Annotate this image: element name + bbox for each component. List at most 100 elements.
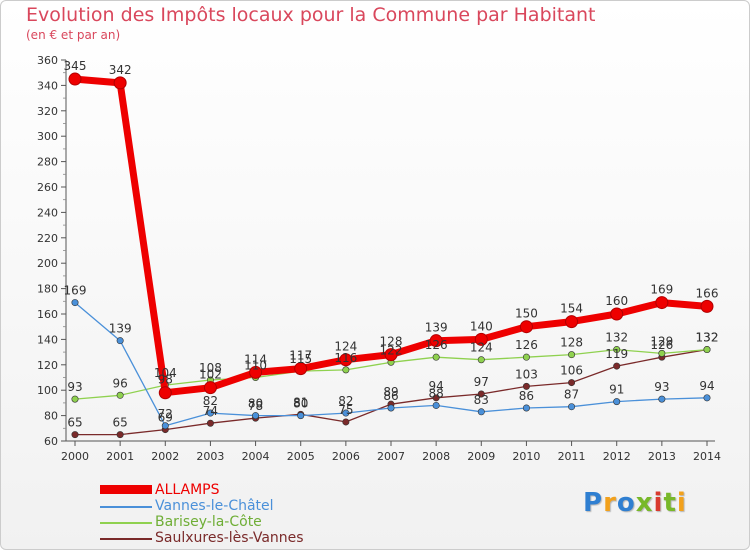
data-label-allamps: 154 <box>560 302 583 316</box>
data-label-barisey-la-cote: 126 <box>515 338 538 352</box>
data-label-vannes-le-chatel: 80 <box>293 397 308 411</box>
y-tick-label: 80 <box>44 410 58 423</box>
y-tick-label: 120 <box>37 359 58 372</box>
data-label-barisey-la-cote: 122 <box>380 343 403 357</box>
series-point-vannes-le-chatel <box>252 412 260 420</box>
legend-label-allamps: ALLAMPS <box>155 482 220 498</box>
series-point-barisey-la-cote <box>568 351 576 359</box>
series-point-vannes-le-chatel <box>297 412 305 420</box>
data-label-barisey-la-cote: 124 <box>470 341 493 355</box>
logo-letter: r <box>603 488 617 518</box>
series-point-barisey-la-cote <box>477 356 485 364</box>
data-label-saulxures-les-vannes: 103 <box>515 367 538 381</box>
series-point-vannes-le-chatel <box>522 404 530 412</box>
data-label-barisey-la-cote: 132 <box>605 331 628 345</box>
data-label-saulxures-les-vannes: 97 <box>474 375 489 389</box>
y-tick-label: 240 <box>37 206 58 219</box>
data-label-barisey-la-cote: 115 <box>289 352 312 366</box>
logo-letter: x <box>635 488 654 518</box>
x-tick-label: 2002 <box>151 450 179 463</box>
x-tick-label: 2004 <box>242 450 270 463</box>
data-label-allamps: 166 <box>696 286 719 300</box>
data-label-vannes-le-chatel: 72 <box>158 407 173 421</box>
x-tick-label: 2005 <box>287 450 315 463</box>
y-tick-label: 160 <box>37 308 58 321</box>
x-tick-label: 2010 <box>512 450 540 463</box>
data-label-barisey-la-cote: 132 <box>696 331 719 345</box>
y-tick-label: 100 <box>37 384 58 397</box>
series-point-vannes-le-chatel <box>613 398 621 406</box>
series-point-vannes-le-chatel <box>71 299 79 307</box>
series-point-barisey-la-cote <box>522 353 530 361</box>
data-label-allamps: 169 <box>650 283 673 297</box>
data-label-allamps: 128 <box>380 335 403 349</box>
series-point-allamps <box>655 296 669 310</box>
x-tick-label: 2007 <box>377 450 405 463</box>
x-tick-label: 2000 <box>61 450 89 463</box>
series-point-saulxures-les-vannes <box>613 362 621 370</box>
data-label-saulxures-les-vannes: 81 <box>293 395 308 409</box>
x-tick-label: 2012 <box>603 450 631 463</box>
series-point-barisey-la-cote <box>613 346 621 354</box>
data-label-allamps: 150 <box>515 307 538 321</box>
data-label-allamps: 117 <box>289 349 312 363</box>
series-point-allamps <box>519 320 533 334</box>
logo-letter: o <box>616 488 636 518</box>
legend-label-saulxures-les-vannes: Saulxures-lès-Vannes <box>155 530 304 546</box>
data-label-vannes-le-chatel: 91 <box>609 383 624 397</box>
x-tick-label: 2009 <box>467 450 495 463</box>
series-point-allamps <box>249 365 263 379</box>
series-point-vannes-le-chatel <box>116 337 124 345</box>
data-label-vannes-le-chatel: 80 <box>248 397 263 411</box>
data-label-saulxures-les-vannes: 132 <box>696 331 719 345</box>
series-point-allamps <box>203 381 217 395</box>
series-point-allamps <box>339 353 353 367</box>
data-label-vannes-le-chatel: 86 <box>383 389 398 403</box>
data-label-allamps: 124 <box>334 340 357 354</box>
data-label-vannes-le-chatel: 169 <box>64 284 87 298</box>
data-label-vannes-le-chatel: 82 <box>203 394 218 408</box>
legend-label-barisey-la-cote: Barisey-la-Côte <box>155 514 262 530</box>
x-tick-label: 2008 <box>422 450 450 463</box>
chart-title: Evolution des Impôts locaux pour la Comm… <box>26 4 596 26</box>
series-point-allamps <box>610 307 624 321</box>
series-point-vannes-le-chatel <box>206 409 214 417</box>
logo-letter: i <box>676 488 687 518</box>
y-tick-label: 60 <box>44 435 58 448</box>
logo-letter: i <box>653 488 664 518</box>
data-label-allamps: 102 <box>199 368 222 382</box>
data-label-allamps: 342 <box>109 63 132 77</box>
series-point-vannes-le-chatel <box>658 395 666 403</box>
data-label-vannes-le-chatel: 94 <box>699 379 714 393</box>
data-label-saulxures-les-vannes: 119 <box>605 347 628 361</box>
series-point-vannes-le-chatel <box>161 422 169 430</box>
data-label-barisey-la-cote: 93 <box>67 380 82 394</box>
series-point-vannes-le-chatel <box>342 409 350 417</box>
x-tick-label: 2003 <box>196 450 224 463</box>
data-label-vannes-le-chatel: 88 <box>429 386 444 400</box>
series-point-vannes-le-chatel <box>477 408 485 416</box>
series-point-barisey-la-cote <box>342 366 350 374</box>
logo-letter: P <box>583 488 604 518</box>
y-tick-label: 200 <box>37 257 58 270</box>
chart-subtitle: (en € et par an) <box>26 28 121 42</box>
data-label-allamps: 114 <box>244 352 267 366</box>
series-point-saulxures-les-vannes <box>206 419 214 427</box>
series-point-barisey-la-cote <box>658 349 666 357</box>
legend-label-vannes-le-chatel: Vannes-le-Châtel <box>155 498 274 514</box>
legend-swatch-saulxures-les-vannes <box>100 538 152 540</box>
y-tick-label: 180 <box>37 283 58 296</box>
y-tick-label: 320 <box>37 105 58 118</box>
y-tick-label: 140 <box>37 333 58 346</box>
data-label-vannes-le-chatel: 93 <box>654 380 669 394</box>
data-label-saulxures-les-vannes: 78 <box>248 399 263 413</box>
series-point-allamps <box>68 72 82 86</box>
logo-letter: t <box>663 488 677 518</box>
data-label-saulxures-les-vannes: 65 <box>113 416 128 430</box>
data-label-barisey-la-cote: 126 <box>425 338 448 352</box>
legend-swatch-barisey-la-cote <box>100 522 152 524</box>
x-tick-label: 2011 <box>558 450 586 463</box>
series-point-barisey-la-cote <box>432 353 440 361</box>
legend-swatch-allamps <box>100 485 152 494</box>
